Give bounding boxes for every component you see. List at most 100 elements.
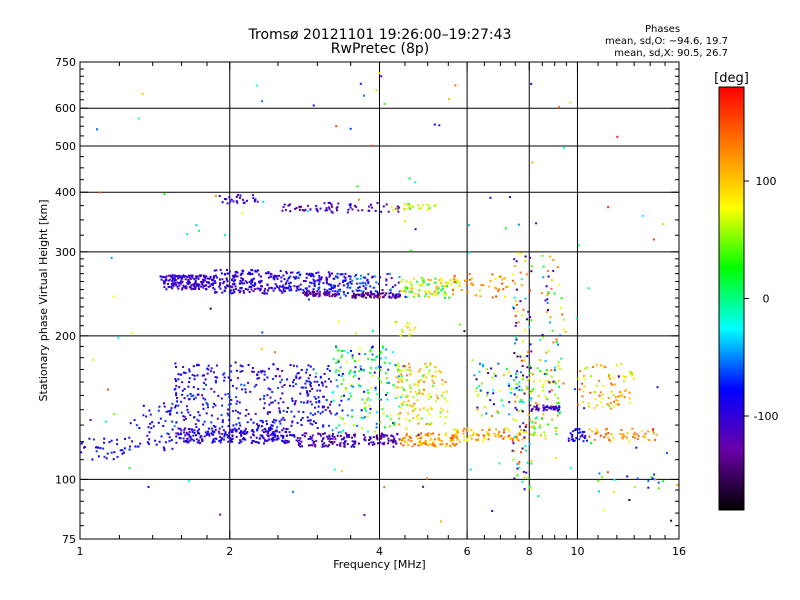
data-point bbox=[176, 285, 179, 288]
data-point bbox=[309, 435, 312, 438]
data-point bbox=[619, 433, 622, 436]
data-point bbox=[410, 440, 413, 442]
data-point bbox=[524, 356, 527, 359]
data-point bbox=[259, 288, 262, 291]
data-point bbox=[249, 390, 252, 393]
data-point bbox=[281, 209, 284, 212]
data-point bbox=[427, 283, 430, 286]
data-point bbox=[224, 287, 227, 290]
data-point bbox=[582, 440, 585, 443]
data-point bbox=[284, 439, 287, 442]
data-point bbox=[214, 195, 217, 197]
data-point bbox=[665, 451, 668, 454]
data-point bbox=[363, 513, 366, 516]
data-point bbox=[327, 406, 329, 409]
data-point bbox=[256, 377, 259, 380]
data-point bbox=[301, 417, 304, 419]
data-point bbox=[207, 282, 210, 284]
data-point bbox=[239, 440, 242, 443]
data-point bbox=[647, 430, 650, 433]
data-point bbox=[207, 368, 210, 371]
data-point bbox=[398, 405, 401, 408]
data-point bbox=[191, 428, 193, 431]
data-point bbox=[559, 334, 562, 337]
data-point bbox=[318, 400, 321, 403]
data-point bbox=[422, 281, 425, 284]
data-point bbox=[239, 364, 242, 367]
data-point bbox=[368, 442, 370, 445]
data-point bbox=[301, 445, 303, 448]
data-point bbox=[247, 413, 250, 415]
data-point bbox=[341, 354, 344, 357]
data-point bbox=[360, 416, 363, 419]
data-point bbox=[516, 438, 519, 441]
data-point bbox=[363, 369, 365, 372]
data-point bbox=[302, 386, 305, 389]
data-point bbox=[612, 405, 615, 408]
data-point bbox=[193, 439, 195, 442]
data-point bbox=[369, 371, 372, 374]
data-point bbox=[297, 410, 300, 413]
data-point bbox=[205, 275, 208, 278]
data-point bbox=[428, 290, 431, 292]
data-point bbox=[340, 273, 343, 276]
data-point bbox=[511, 279, 514, 282]
data-point bbox=[586, 439, 588, 442]
data-point bbox=[583, 431, 586, 433]
data-point bbox=[404, 365, 407, 368]
data-point bbox=[607, 206, 610, 209]
data-point bbox=[372, 436, 375, 439]
data-point bbox=[411, 445, 414, 448]
data-point bbox=[252, 421, 255, 424]
data-point bbox=[300, 419, 303, 421]
data-point bbox=[432, 384, 435, 387]
data-point bbox=[387, 210, 390, 213]
data-point bbox=[446, 285, 448, 288]
data-point bbox=[235, 402, 238, 405]
data-point bbox=[524, 255, 527, 258]
data-point bbox=[542, 386, 545, 389]
data-point bbox=[370, 346, 373, 349]
data-point bbox=[508, 384, 511, 387]
data-point bbox=[563, 146, 566, 149]
data-point bbox=[200, 282, 203, 285]
data-point bbox=[635, 433, 638, 436]
data-point bbox=[405, 432, 408, 435]
data-point bbox=[322, 425, 325, 428]
data-point bbox=[441, 285, 444, 288]
data-point bbox=[512, 442, 515, 445]
data-point bbox=[582, 390, 585, 393]
data-point bbox=[524, 445, 527, 447]
data-point bbox=[463, 436, 466, 439]
data-point bbox=[433, 204, 436, 207]
data-point bbox=[431, 379, 434, 382]
data-point bbox=[545, 369, 548, 372]
data-point bbox=[294, 383, 297, 386]
data-point bbox=[260, 348, 263, 351]
data-point bbox=[308, 419, 311, 422]
data-point bbox=[157, 421, 160, 424]
data-point bbox=[449, 445, 452, 448]
data-point bbox=[176, 411, 179, 414]
data-point bbox=[128, 448, 131, 451]
data-point bbox=[626, 475, 629, 478]
data-point bbox=[440, 277, 443, 280]
data-point bbox=[385, 348, 388, 351]
data-point bbox=[427, 394, 429, 397]
data-point bbox=[329, 274, 332, 277]
data-point bbox=[487, 433, 490, 435]
data-point bbox=[343, 445, 346, 448]
data-point bbox=[309, 274, 312, 276]
data-point bbox=[309, 374, 311, 377]
data-point bbox=[311, 423, 314, 426]
data-point bbox=[195, 438, 198, 441]
data-point bbox=[317, 271, 320, 274]
data-point bbox=[288, 431, 291, 434]
data-point bbox=[250, 288, 253, 291]
data-point bbox=[433, 444, 436, 447]
data-point bbox=[259, 289, 262, 292]
data-point bbox=[265, 440, 268, 443]
data-point bbox=[511, 449, 514, 452]
data-point bbox=[457, 280, 460, 283]
data-point bbox=[137, 445, 140, 448]
